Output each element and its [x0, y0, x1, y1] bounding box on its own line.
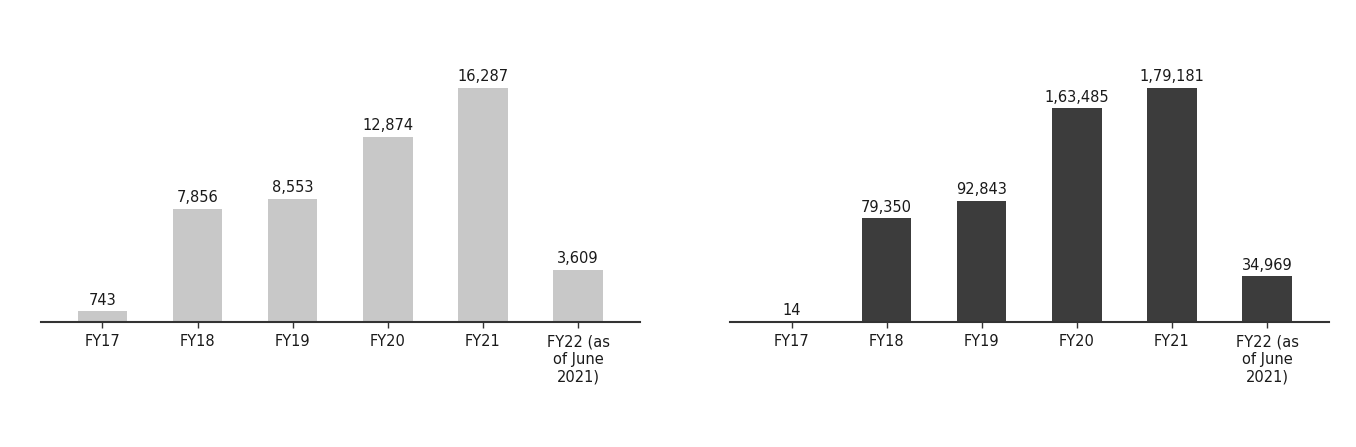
Bar [458, 88, 507, 322]
Bar [1147, 88, 1197, 322]
Text: 3,609: 3,609 [557, 252, 599, 266]
Bar [363, 137, 412, 322]
Bar [1242, 276, 1292, 322]
Legend: Jobs Created: Jobs Created [921, 446, 1041, 447]
Bar [268, 199, 317, 322]
Text: 12,874: 12,874 [362, 118, 414, 133]
Bar [1052, 108, 1101, 322]
Text: 92,843: 92,843 [956, 182, 1008, 197]
Text: 1,79,181: 1,79,181 [1139, 69, 1204, 84]
Legend: Number of Startups: Number of Startups [207, 446, 377, 447]
Text: 14: 14 [782, 304, 801, 318]
Bar [553, 270, 603, 322]
Bar [77, 311, 127, 322]
Bar [957, 201, 1006, 322]
Text: 743: 743 [88, 293, 117, 308]
Bar [172, 209, 222, 322]
Text: 16,287: 16,287 [457, 69, 508, 84]
Text: 7,856: 7,856 [176, 190, 218, 206]
Text: 1,63,485: 1,63,485 [1044, 90, 1109, 105]
Bar [862, 218, 911, 322]
Text: 79,350: 79,350 [861, 200, 913, 215]
Text: 34,969: 34,969 [1242, 257, 1292, 273]
Text: 8,553: 8,553 [273, 181, 313, 195]
